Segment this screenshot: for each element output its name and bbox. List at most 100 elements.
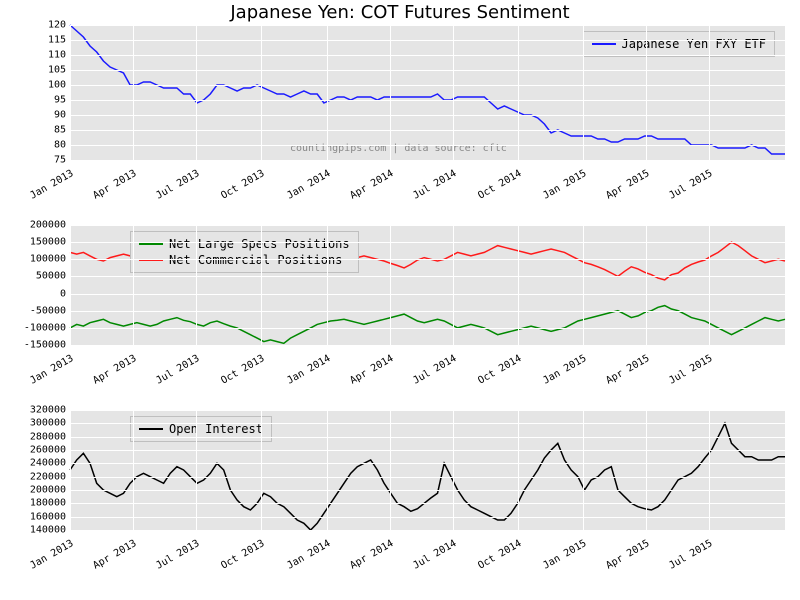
xtick-label: Apr 2013	[91, 353, 138, 387]
gridline-v	[133, 225, 134, 345]
gridline-v	[518, 25, 519, 160]
legend-swatch	[139, 243, 163, 245]
ytick-label: -100000	[24, 322, 66, 333]
gridline-h	[70, 85, 785, 86]
xtick-label: Apr 2013	[91, 538, 138, 572]
xtick-label: Oct 2013	[220, 353, 267, 387]
ytick-label: 150000	[30, 237, 66, 248]
ytick-label: 50000	[36, 271, 66, 282]
gridline-h	[70, 517, 785, 518]
gridline-h	[70, 477, 785, 478]
gridline-v	[518, 410, 519, 530]
legend-entry: Japanese Yen FXY ETF	[592, 36, 767, 52]
gridline-h	[70, 530, 785, 531]
gridline-h	[70, 145, 785, 146]
gridline-v	[646, 25, 647, 160]
gridline-v	[583, 410, 584, 530]
gridline-v	[70, 25, 71, 160]
gridline-h	[70, 130, 785, 131]
xtick-label: Jan 2014	[285, 353, 332, 387]
ytick-label: 0	[60, 288, 66, 299]
gridline-h	[70, 294, 785, 295]
gridline-h	[70, 25, 785, 26]
xtick-label: Jul 2014	[411, 168, 458, 202]
gridline-h	[70, 490, 785, 491]
xtick-label: Apr 2015	[604, 538, 651, 572]
xtick-label: Jul 2015	[668, 168, 715, 202]
chart-title: Japanese Yen: COT Futures Sentiment	[0, 2, 800, 23]
xtick-label: Jul 2014	[411, 538, 458, 572]
legend-swatch	[592, 43, 616, 45]
xtick-label: Jul 2013	[154, 538, 201, 572]
gridline-h	[70, 115, 785, 116]
legend-positions: Net Large Specs PositionsNet Commercial …	[130, 231, 359, 273]
gridline-v	[196, 25, 197, 160]
xtick-label: Apr 2013	[91, 168, 138, 202]
gridline-v	[261, 410, 262, 530]
ytick-label: 280000	[30, 431, 66, 442]
xtick-label: Jan 2013	[28, 168, 75, 202]
gridline-h	[70, 450, 785, 451]
xtick-label: Oct 2013	[220, 538, 267, 572]
gridline-v	[390, 25, 391, 160]
legend-swatch	[139, 428, 163, 430]
gridline-v	[261, 225, 262, 345]
xtick-label: Jan 2015	[541, 168, 588, 202]
gridline-v	[390, 225, 391, 345]
xtick-label: Apr 2015	[604, 353, 651, 387]
xtick-label: Oct 2013	[220, 168, 267, 202]
ytick-label: -150000	[24, 340, 66, 351]
gridline-h	[70, 503, 785, 504]
gridline-v	[518, 225, 519, 345]
legend-label: Japanese Yen FXY ETF	[622, 36, 767, 52]
gridline-v	[390, 410, 391, 530]
gridline-v	[709, 25, 710, 160]
gridline-h	[70, 70, 785, 71]
gridline-v	[583, 225, 584, 345]
panel-positions: Net Large Specs PositionsNet Commercial …	[70, 225, 785, 345]
gridline-h	[70, 242, 785, 243]
ytick-label: 120	[48, 20, 66, 31]
ytick-label: 260000	[30, 445, 66, 456]
xtick-label: Oct 2014	[476, 353, 523, 387]
xtick-label: Jul 2015	[668, 538, 715, 572]
gridline-h	[70, 311, 785, 312]
gridline-v	[133, 25, 134, 160]
xtick-label: Jan 2013	[28, 538, 75, 572]
xtick-label: Apr 2014	[348, 538, 395, 572]
legend-fxy: Japanese Yen FXY ETF	[583, 31, 776, 57]
legend-oi: Open Interest	[130, 416, 272, 442]
legend-entry: Net Large Specs Positions	[139, 236, 350, 252]
figure: Japanese Yen: COT Futures Sentiment coun…	[0, 0, 800, 600]
gridline-v	[196, 225, 197, 345]
panel-fxy: countingpips.com | data source: cftc Jap…	[70, 25, 785, 160]
gridline-v	[70, 225, 71, 345]
ytick-label: 90	[54, 110, 66, 121]
gridline-h	[70, 423, 785, 424]
ytick-label: 80	[54, 140, 66, 151]
ytick-label: 320000	[30, 405, 66, 416]
gridline-h	[70, 100, 785, 101]
gridline-v	[583, 25, 584, 160]
xtick-label: Jan 2015	[541, 353, 588, 387]
xtick-label: Jan 2014	[285, 538, 332, 572]
xtick-label: Jul 2013	[154, 353, 201, 387]
gridline-v	[327, 410, 328, 530]
ytick-label: 85	[54, 125, 66, 136]
gridline-h	[70, 225, 785, 226]
ytick-label: 200000	[30, 485, 66, 496]
ytick-label: 100	[48, 80, 66, 91]
gridline-h	[70, 160, 785, 161]
gridline-h	[70, 276, 785, 277]
gridline-h	[70, 410, 785, 411]
xtick-label: Jan 2014	[285, 168, 332, 202]
ytick-label: 95	[54, 95, 66, 106]
gridline-v	[133, 410, 134, 530]
ytick-label: 240000	[30, 458, 66, 469]
gridline-v	[453, 410, 454, 530]
gridline-v	[327, 225, 328, 345]
gridline-h	[70, 345, 785, 346]
gridline-v	[646, 225, 647, 345]
ytick-label: -50000	[30, 305, 66, 316]
xtick-label: Jan 2015	[541, 538, 588, 572]
